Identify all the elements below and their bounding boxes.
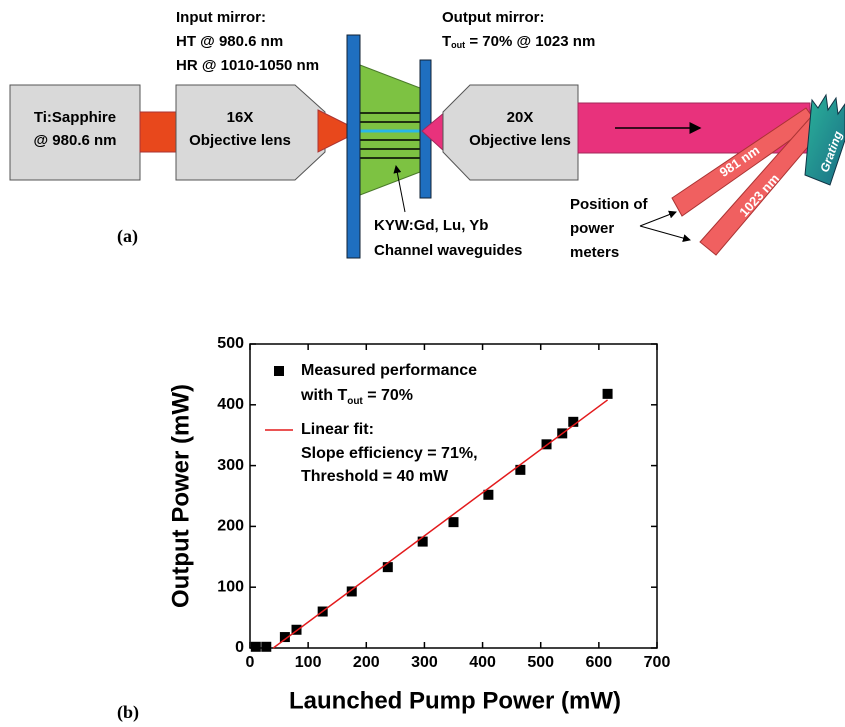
fit-line	[272, 399, 609, 649]
data-point	[291, 624, 302, 635]
label: meters	[570, 244, 619, 261]
data-point	[417, 536, 428, 547]
label: power	[570, 220, 614, 237]
legend-label: = 70%	[363, 387, 413, 404]
pump-beam	[139, 111, 177, 153]
legend-label: Threshold = 40 mW	[301, 468, 449, 485]
y-axis-label: Output Power (mW)	[167, 384, 194, 608]
x-tick-label: 300	[411, 654, 438, 671]
label: Objective lens	[189, 132, 291, 149]
meter-arrow	[639, 225, 691, 242]
y-tick-label: 200	[217, 518, 244, 535]
label: 16X	[227, 109, 254, 126]
label: HR @ 1010-1050 nm	[176, 57, 319, 74]
y-tick-label: 100	[217, 578, 244, 595]
x-tick-label: 100	[295, 654, 322, 671]
data-point	[382, 562, 393, 573]
legend-marker	[274, 366, 284, 376]
label: out	[451, 40, 465, 50]
label: Input mirror:	[176, 9, 266, 26]
data-point	[602, 388, 613, 399]
data-point	[448, 517, 459, 528]
label: KYW:Gd, Lu, Yb	[374, 217, 488, 234]
x-tick-label: 500	[527, 654, 554, 671]
waveguides	[360, 112, 420, 159]
data-point	[279, 632, 290, 643]
label: Objective lens	[469, 132, 571, 149]
y-tick-label: 400	[217, 396, 244, 413]
legend-label: with Tout = 70%	[300, 387, 413, 406]
label: Channel waveguides	[374, 242, 522, 259]
diagram: Ti:Sapphire @ 980.6 nm 16X Objective len…	[9, 9, 845, 723]
data-point	[568, 416, 579, 427]
panel-label: (b)	[117, 702, 139, 723]
data-point	[515, 464, 526, 475]
legend-label: Linear fit:	[301, 421, 374, 438]
laser-box	[9, 84, 141, 181]
x-axis-label: Launched Pump Power (mW)	[289, 687, 621, 714]
crystal-arrow	[393, 165, 406, 213]
label: Output mirror:	[442, 9, 545, 26]
meter-arrow	[639, 210, 677, 227]
panel-label: (a)	[117, 226, 138, 247]
data-point	[346, 586, 357, 597]
label: Position of	[570, 196, 648, 213]
lens-2	[442, 84, 579, 181]
x-tick-label: 200	[353, 654, 380, 671]
label: HT @ 980.6 nm	[176, 33, 283, 50]
label: 20X	[507, 109, 534, 126]
input-mirror	[346, 34, 361, 259]
focus-cone	[317, 109, 362, 153]
label: T	[442, 33, 451, 50]
label: Tout = 70% @ 1023 nm	[442, 33, 595, 50]
legend-label: with T	[300, 387, 347, 404]
label: Ti:Sapphire	[34, 109, 116, 126]
x-tick-label: 0	[246, 654, 255, 671]
data-point	[483, 489, 494, 500]
y-tick-label: 0	[235, 639, 244, 656]
plot-frame	[249, 343, 658, 649]
y-tick-label: 500	[217, 335, 244, 352]
legend-label: out	[347, 396, 363, 407]
label: = 70% @ 1023 nm	[465, 33, 595, 50]
lens-1	[175, 84, 326, 181]
chart: Launched Pump Power (mW) Output Power (m…	[167, 335, 670, 714]
legend-label: Measured performance	[301, 362, 477, 379]
data-point	[250, 641, 261, 652]
grating	[804, 93, 845, 186]
y-tick-label: 300	[217, 457, 244, 474]
x-tick-label: 400	[469, 654, 496, 671]
x-tick-label: 700	[644, 654, 671, 671]
x-tick-label: 600	[586, 654, 613, 671]
label: @ 980.6 nm	[34, 132, 117, 149]
data-point	[261, 641, 272, 652]
legend-label: Slope efficiency = 71%,	[301, 445, 478, 462]
